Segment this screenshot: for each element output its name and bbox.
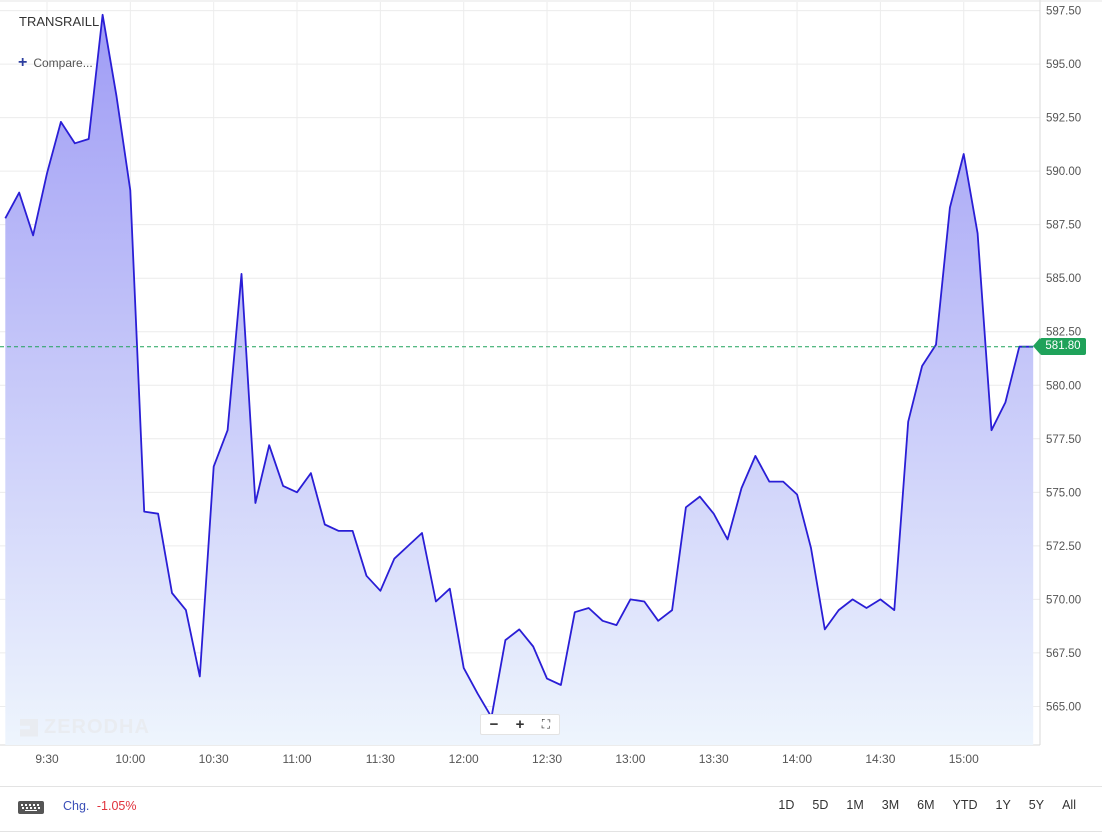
symbol-label: TRANSRAILL	[19, 14, 100, 29]
y-tick-label: 595.00	[1046, 59, 1081, 71]
y-tick-label: 575.00	[1046, 487, 1081, 499]
y-tick-label: 580.00	[1046, 380, 1081, 392]
range-1m[interactable]: 1M	[846, 798, 864, 812]
chart-footer: Chg. -1.05% 1D 5D 1M 3M 6M YTD 1Y 5Y All	[0, 786, 1102, 832]
y-tick-label: 577.50	[1046, 434, 1081, 446]
plus-icon: +	[18, 54, 28, 71]
x-tick-label: 11:00	[282, 752, 311, 766]
x-tick-label: 10:00	[115, 752, 145, 766]
fullscreen-icon[interactable]: ⛶	[541, 717, 551, 731]
range-all[interactable]: All	[1062, 798, 1076, 812]
price-chart[interactable]: 565.00 567.50 570.00 572.50 575.00 577.50 580.…	[0, 0, 1102, 790]
y-tick-label: 572.50	[1046, 541, 1081, 553]
x-tick-label: 13:00	[615, 752, 645, 766]
compare-button[interactable]: + Compare...	[18, 54, 93, 71]
x-tick-label: 10:30	[199, 752, 229, 766]
change-label: Chg.	[63, 799, 90, 813]
last-price-tag: 581.80	[1033, 338, 1086, 356]
range-1d[interactable]: 1D	[778, 798, 795, 812]
y-tick-label: 592.50	[1046, 113, 1081, 125]
x-tick-label: 12:30	[532, 752, 562, 766]
y-tick-label: 565.00	[1046, 701, 1081, 713]
x-tick-label: 9:30	[35, 752, 59, 766]
x-tick-label: 12:00	[449, 752, 479, 766]
y-tick-label: 582.50	[1046, 327, 1081, 339]
zoom-out-button[interactable]: −	[489, 716, 499, 733]
y-tick-label: 587.50	[1046, 220, 1081, 232]
range-ytd[interactable]: YTD	[952, 798, 978, 812]
range-5d[interactable]: 5D	[812, 798, 829, 812]
range-5y[interactable]: 5Y	[1028, 798, 1045, 812]
range-6m[interactable]: 6M	[917, 798, 935, 812]
y-tick-label: 590.00	[1046, 166, 1081, 178]
x-tick-label: 14:30	[865, 752, 895, 766]
x-tick-label: 11:30	[366, 752, 395, 766]
series-area	[5, 14, 1034, 746]
x-tick-label: 15:00	[949, 752, 979, 766]
y-tick-label: 597.50	[1046, 6, 1081, 18]
watermark-logo: ZERODHA	[20, 716, 150, 739]
x-tick-label: 14:00	[782, 752, 812, 766]
y-tick-label: 567.50	[1046, 648, 1081, 660]
zerodha-logo-icon	[20, 718, 38, 737]
chart-area[interactable]: 565.00 567.50 570.00 572.50 575.00 577.50 580.…	[0, 0, 1102, 790]
compare-label: Compare...	[33, 56, 93, 70]
zoom-in-button[interactable]: +	[515, 716, 525, 733]
range-selector: 1D 5D 1M 3M 6M YTD 1Y 5Y All	[769, 798, 1076, 812]
range-1y[interactable]: 1Y	[995, 798, 1011, 812]
zoom-controls: − + ⛶	[480, 714, 560, 735]
change-display: Chg. -1.05%	[63, 799, 137, 813]
keyboard-icon[interactable]	[18, 801, 44, 814]
x-tick-label: 13:30	[699, 752, 729, 766]
y-tick-label: 585.00	[1046, 273, 1081, 285]
watermark-text: ZERODHA	[44, 716, 150, 738]
series-line	[4, 13, 1034, 719]
y-tick-label: 570.00	[1046, 594, 1081, 606]
change-value: -1.05%	[96, 799, 137, 813]
range-3m[interactable]: 3M	[881, 798, 900, 812]
